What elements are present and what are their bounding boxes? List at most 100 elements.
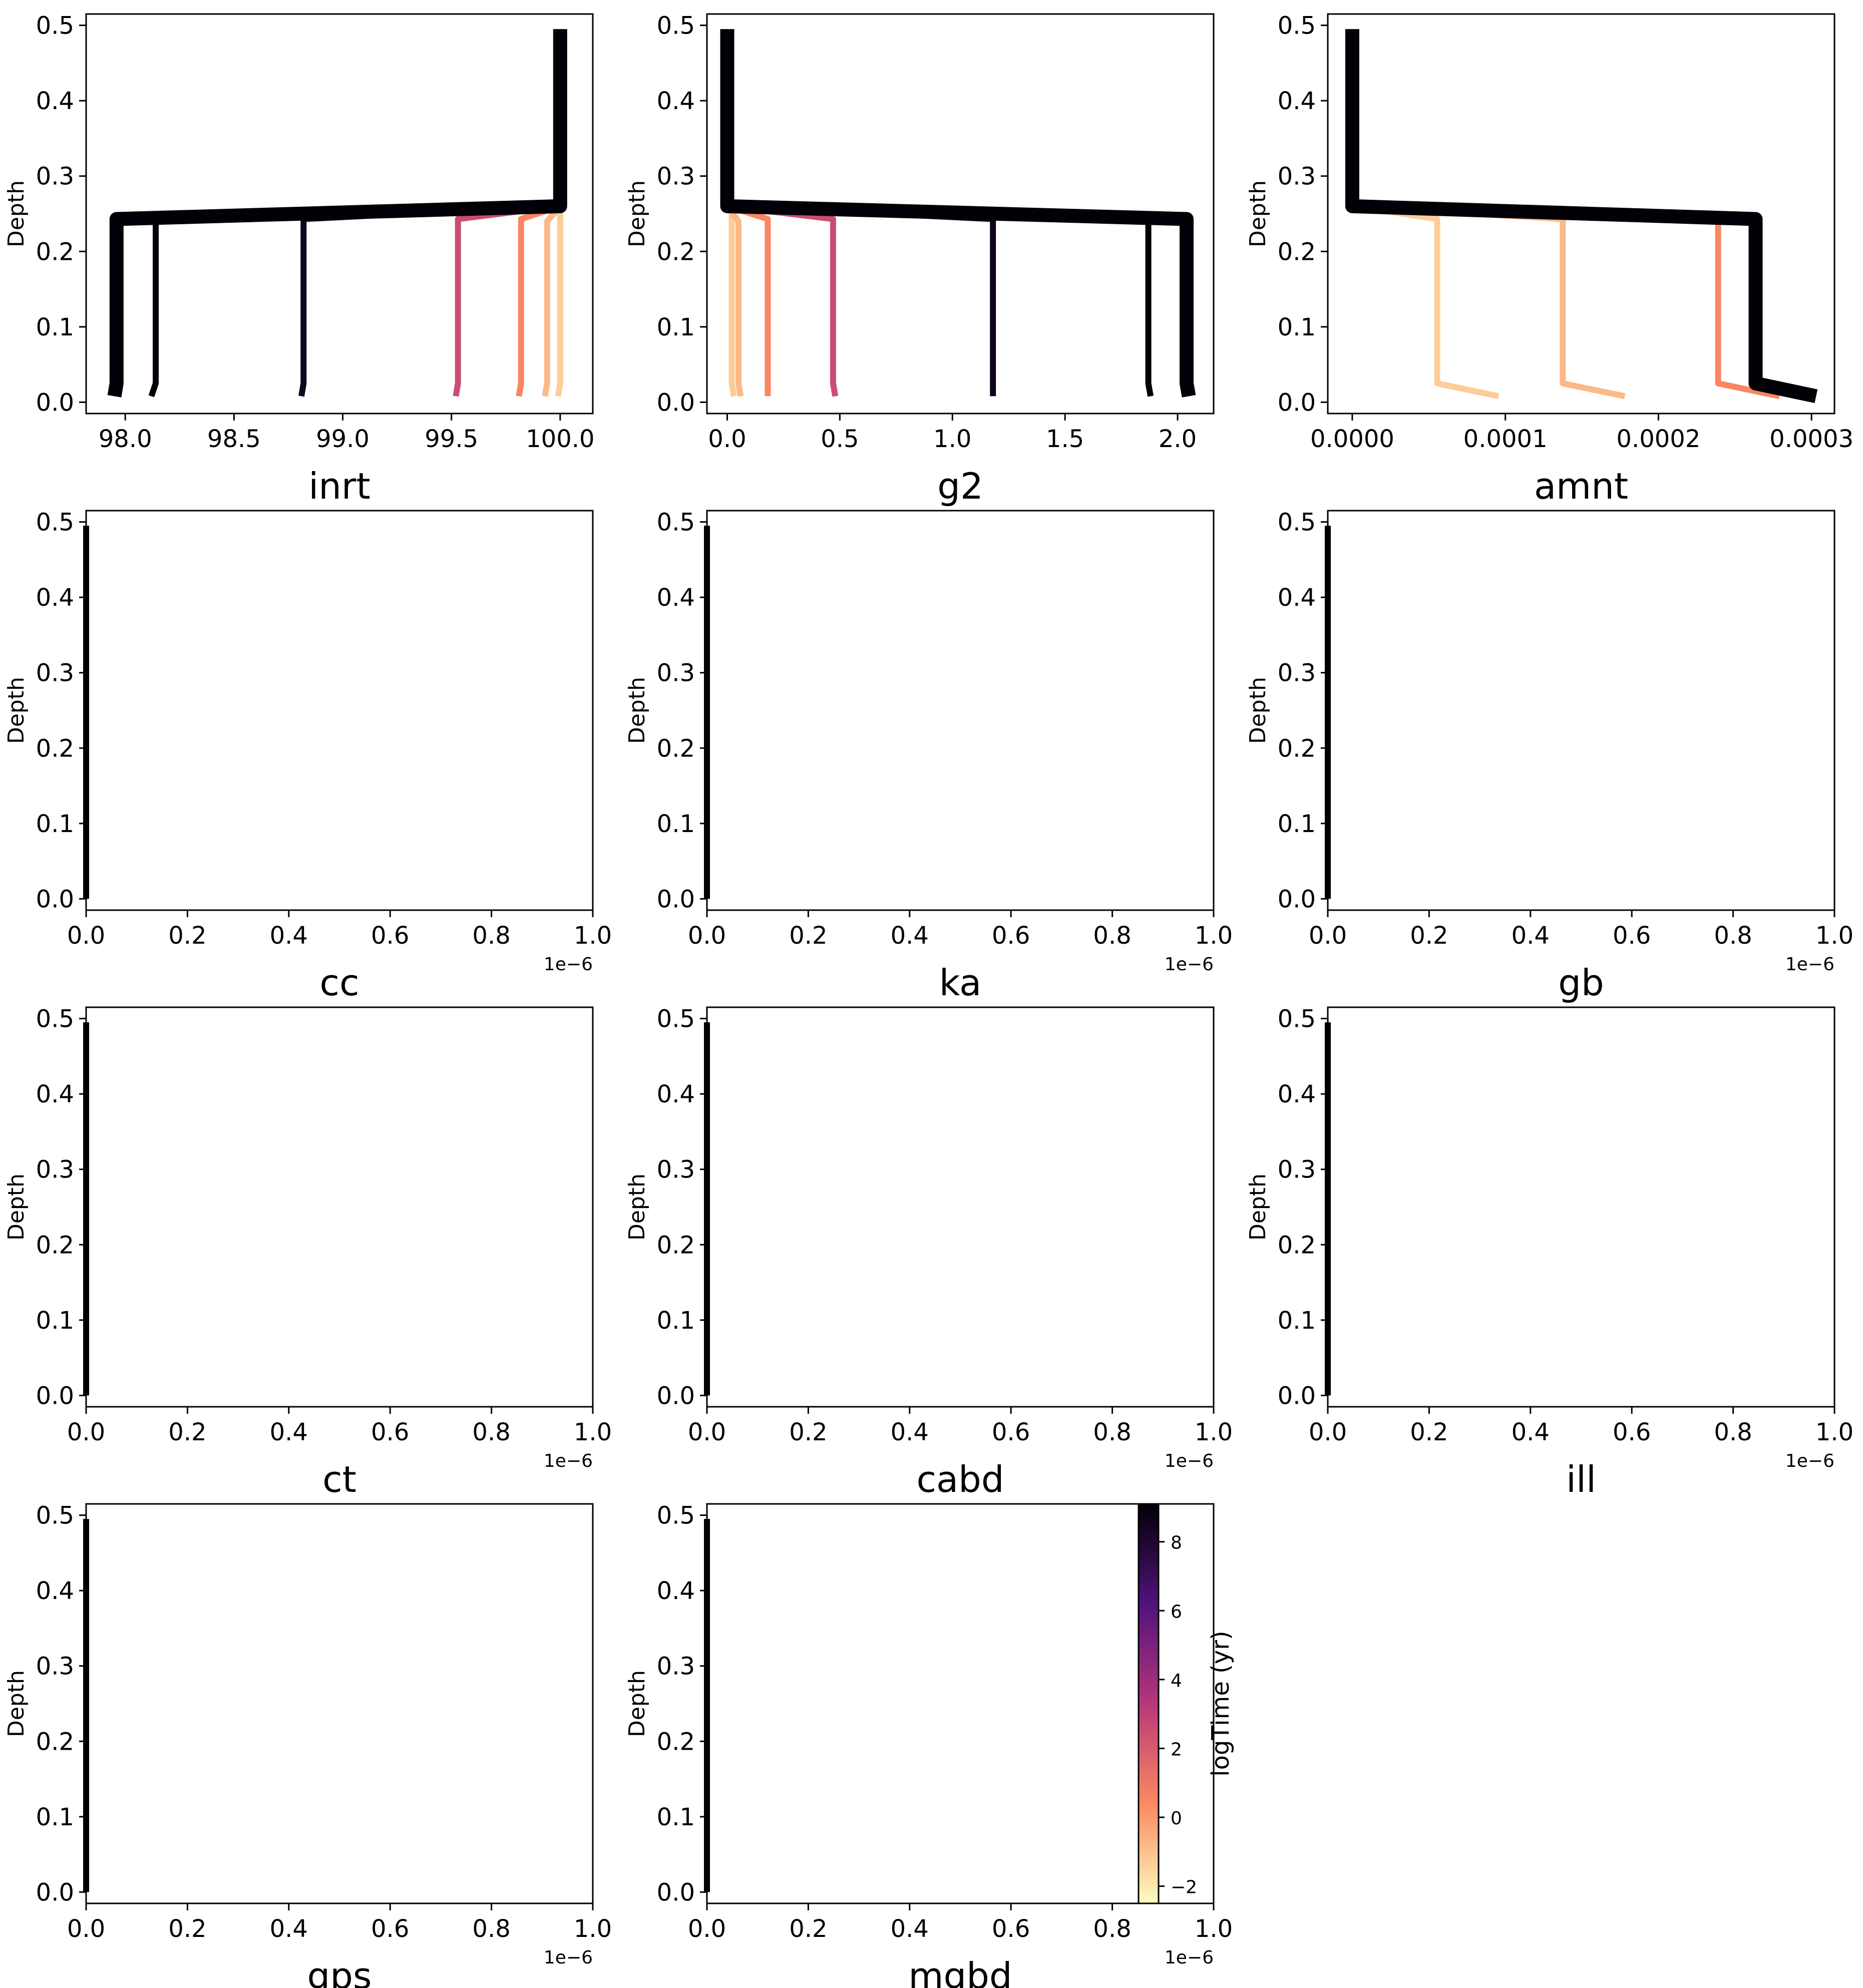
y-tick-label: 0.3 xyxy=(657,659,695,687)
axes-frame xyxy=(1327,510,1835,911)
x-tick-label: 0.4 xyxy=(891,1418,929,1446)
y-tick-label: 0.3 xyxy=(1278,659,1316,687)
y-tick-label: 0.0 xyxy=(657,1878,695,1906)
x-tick-label: 99.5 xyxy=(425,425,478,453)
y-tick-label: 0.0 xyxy=(36,388,74,417)
x-offset-label: 1e−6 xyxy=(544,954,593,975)
y-tick-label: 0.3 xyxy=(36,1156,74,1184)
series-line-4 xyxy=(726,203,839,397)
subplot-mgbd: 0.0 0.2 0.4 0.6 0.8 1.0 0.0 0.1 0.2 0.3 0.4 0.5 mgbd… xyxy=(624,1502,1233,1988)
y-axis-label: Depth xyxy=(1245,180,1271,247)
x-tick-label: 1.0 xyxy=(574,922,612,950)
x-axis-label: cc xyxy=(319,962,359,1004)
x-tick-label: 0.8 xyxy=(472,922,510,950)
x-tick-label: 0.0000 xyxy=(1310,425,1394,453)
x-tick-label: 0.0 xyxy=(708,425,746,453)
y-tick-label: 0.1 xyxy=(36,1803,74,1831)
y-tick-label: 0.2 xyxy=(1278,1231,1316,1259)
y-tick-label: 0.1 xyxy=(657,1307,695,1335)
y-tick-label: 0.2 xyxy=(657,238,695,266)
x-tick-label: 0.6 xyxy=(1613,1418,1651,1446)
y-tick-label: 0.5 xyxy=(1278,1005,1316,1033)
x-tick-label: 0.5 xyxy=(821,425,859,453)
x-tick-label: 0.0001 xyxy=(1463,425,1548,453)
y-tick-label: 0.4 xyxy=(36,1080,74,1108)
y-axis-label: Depth xyxy=(4,180,29,247)
x-tick-label: 0.0 xyxy=(688,1418,726,1446)
subplot-gps: 0.0 0.2 0.4 0.6 0.8 1.0 0.0 0.1 0.2 0.3 0.4 0.5 gps D… xyxy=(4,1502,612,1988)
x-tick-label: 1.0 xyxy=(1815,1418,1853,1446)
y-tick-label: 0.1 xyxy=(36,1307,74,1335)
y-axis-label: Depth xyxy=(4,1173,29,1241)
y-tick-label: 0.2 xyxy=(657,734,695,762)
y-tick-label: 0.3 xyxy=(1278,163,1316,191)
y-tick-label: 0.1 xyxy=(1278,810,1316,838)
x-tick-label: 0.0 xyxy=(67,922,105,950)
y-tick-label: 0.1 xyxy=(36,810,74,838)
y-axis-label: Depth xyxy=(624,180,650,247)
y-axis-label: Depth xyxy=(1245,677,1271,744)
x-tick-label: 0.2 xyxy=(168,1418,206,1446)
y-tick-label: 0.0 xyxy=(1278,885,1316,913)
colorbar-gradient xyxy=(1138,1503,1160,1904)
x-tick-label: 1.5 xyxy=(1046,425,1084,453)
x-axis-label: gps xyxy=(307,1955,372,1988)
y-tick-label: 0.0 xyxy=(36,1382,74,1410)
series-line-6 xyxy=(727,203,1154,397)
y-tick-label: 0.2 xyxy=(657,1728,695,1756)
x-tick-label: 0.2 xyxy=(168,922,206,950)
x-tick-label: 0.8 xyxy=(1093,1418,1131,1446)
x-tick-label: 0.4 xyxy=(270,1418,308,1446)
y-tick-label: 0.5 xyxy=(1278,12,1316,40)
y-tick-label: 0.3 xyxy=(657,1156,695,1184)
y-tick-label: 0.3 xyxy=(36,163,74,191)
series-group xyxy=(720,29,1196,397)
subplot-amnt: 0.0000 0.0001 0.0002 0.0003 0.0 0.1 0.2 0.3 0.4 0… xyxy=(1245,12,1853,507)
series-line-7 xyxy=(720,29,1196,397)
y-tick-label: 0.0 xyxy=(36,1878,74,1906)
y-tick-label: 0.4 xyxy=(36,87,74,115)
y-tick-label: 0.5 xyxy=(36,1005,74,1033)
x-tick-label: 0.4 xyxy=(270,1915,308,1943)
y-tick-label: 0.0 xyxy=(657,1382,695,1410)
y-tick-label: 0.2 xyxy=(657,1231,695,1259)
y-tick-label: 0.2 xyxy=(1278,238,1316,266)
y-tick-label: 0.3 xyxy=(1278,1156,1316,1184)
y-tick-label: 0.4 xyxy=(657,584,695,612)
subplot-cabd: 0.0 0.2 0.4 0.6 0.8 1.0 0.0 0.1 0.2 0.3 0.4 0.5 cabd… xyxy=(624,1005,1233,1500)
subplot-g2: 0.0 0.5 1.0 1.5 2.0 0.0 0.1 0.2 0.3 0.4 0.5 g2 Depth xyxy=(624,12,1215,507)
series-line-3 xyxy=(516,203,561,397)
x-tick-label: 0.0003 xyxy=(1769,425,1853,453)
y-tick-label: 0.4 xyxy=(657,1577,695,1605)
x-tick-label: 100.0 xyxy=(526,425,594,453)
x-offset-label: 1e−6 xyxy=(1165,1947,1214,1968)
x-tick-label: 0.2 xyxy=(1410,922,1448,950)
x-tick-label: 0.8 xyxy=(1093,922,1131,950)
x-tick-label: 0.6 xyxy=(371,922,409,950)
x-tick-label: 0.0 xyxy=(67,1418,105,1446)
series-line-7 xyxy=(107,29,567,397)
y-tick-label: 0.5 xyxy=(657,1005,695,1033)
x-tick-label: 0.2 xyxy=(168,1915,206,1943)
x-tick-label: 0.8 xyxy=(472,1418,510,1446)
x-tick-label: 0.4 xyxy=(270,922,308,950)
series-line-2 xyxy=(542,204,563,397)
axes-frame xyxy=(706,510,1215,911)
x-tick-label: 1.0 xyxy=(1195,1915,1233,1943)
x-tick-label: 0.6 xyxy=(992,1418,1030,1446)
x-axis-label: g2 xyxy=(937,465,983,507)
y-tick-label: 0.4 xyxy=(36,1577,74,1605)
y-tick-label: 0.2 xyxy=(36,1231,74,1259)
x-tick-label: 0.0 xyxy=(1309,922,1347,950)
x-tick-label: 0.0 xyxy=(67,1915,105,1943)
y-tick-label: 0.3 xyxy=(36,659,74,687)
x-axis-label: inrt xyxy=(308,465,370,507)
y-tick-label: 0.2 xyxy=(36,238,74,266)
subplot-inrt: 98.0 98.5 99.0 99.5 100.0 0.0 0.1 0.2 0.3 0.4 0.5 i… xyxy=(4,12,595,507)
x-tick-label: 0.0002 xyxy=(1616,425,1700,453)
x-offset-label: 1e−6 xyxy=(544,1947,593,1968)
x-tick-label: 1.0 xyxy=(933,425,971,453)
series-line-1 xyxy=(555,206,563,397)
x-tick-label: 0.8 xyxy=(472,1915,510,1943)
axes-frame xyxy=(1327,13,1835,415)
